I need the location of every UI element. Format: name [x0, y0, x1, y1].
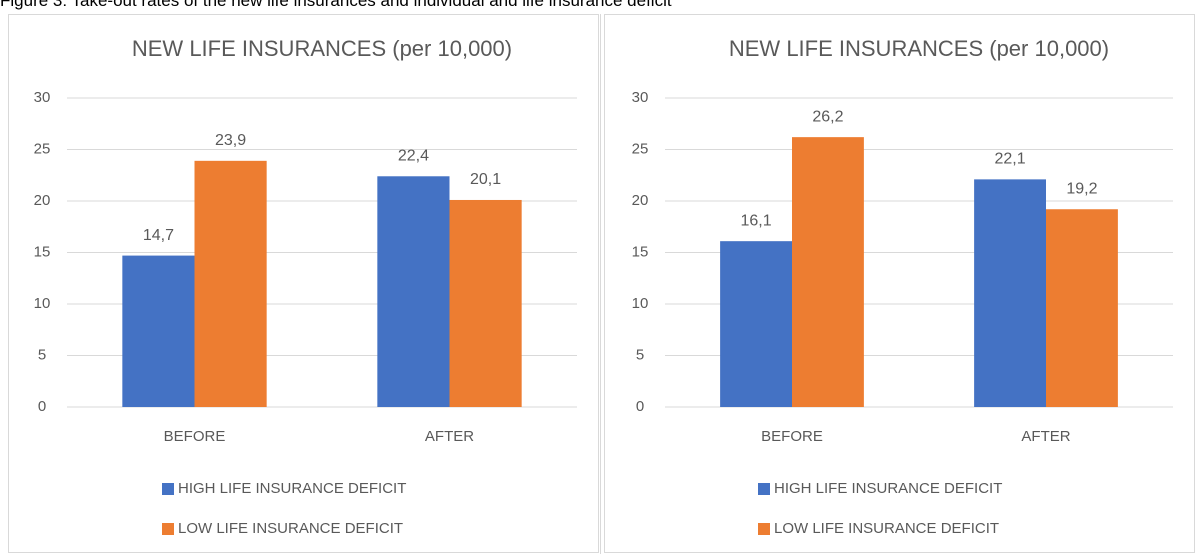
chart-title: NEW LIFE INSURANCES (per 10,000) [729, 36, 1109, 61]
bar [974, 179, 1046, 407]
bar [792, 137, 864, 407]
figure-caption: Figure 3: Take-out rates of the new life… [0, 0, 672, 10]
legend-swatch [162, 483, 174, 495]
bar [720, 241, 792, 407]
y-tick-label: 0 [38, 398, 46, 415]
value-label: 26,2 [812, 108, 843, 125]
y-tick-label: 0 [636, 398, 644, 415]
bar [449, 199, 522, 407]
x-tick-label: AFTER [425, 428, 474, 445]
value-label: 22,1 [994, 151, 1025, 168]
value-label: 23,9 [215, 132, 246, 149]
y-tick-label: 20 [34, 192, 51, 209]
value-label: 20,1 [470, 171, 501, 188]
x-tick-label: AFTER [1021, 428, 1070, 445]
y-tick-label: 5 [636, 346, 644, 363]
y-tick-label: 30 [632, 89, 649, 106]
legend-swatch [758, 523, 770, 535]
y-tick-label: 10 [632, 295, 649, 312]
legend-swatch [758, 483, 770, 495]
bar [122, 255, 195, 407]
legend-label: LOW LIFE INSURANCE DEFICIT [774, 520, 999, 537]
value-label: 16,1 [740, 212, 771, 229]
y-tick-label: 10 [34, 295, 51, 312]
value-label: 22,4 [398, 147, 429, 164]
y-tick-label: 30 [34, 89, 51, 106]
y-tick-label: 25 [632, 140, 649, 157]
legend-label: HIGH LIFE INSURANCE DEFICIT [178, 480, 406, 497]
chart-title: NEW LIFE INSURANCES (per 10,000) [132, 36, 512, 61]
y-tick-label: 5 [38, 346, 46, 363]
legend-swatch [162, 523, 174, 535]
y-tick-label: 15 [34, 243, 51, 260]
x-tick-label: BEFORE [164, 428, 226, 445]
y-tick-label: 20 [632, 192, 649, 209]
value-label: 19,2 [1066, 180, 1097, 197]
bar [194, 160, 267, 407]
x-tick-label: BEFORE [761, 428, 823, 445]
bar [1046, 209, 1118, 407]
bar [377, 176, 450, 407]
value-label: 14,7 [143, 227, 174, 244]
legend-label: LOW LIFE INSURANCE DEFICIT [178, 520, 403, 537]
y-tick-label: 25 [34, 140, 51, 157]
legend-label: HIGH LIFE INSURANCE DEFICIT [774, 480, 1002, 497]
y-tick-label: 15 [632, 243, 649, 260]
